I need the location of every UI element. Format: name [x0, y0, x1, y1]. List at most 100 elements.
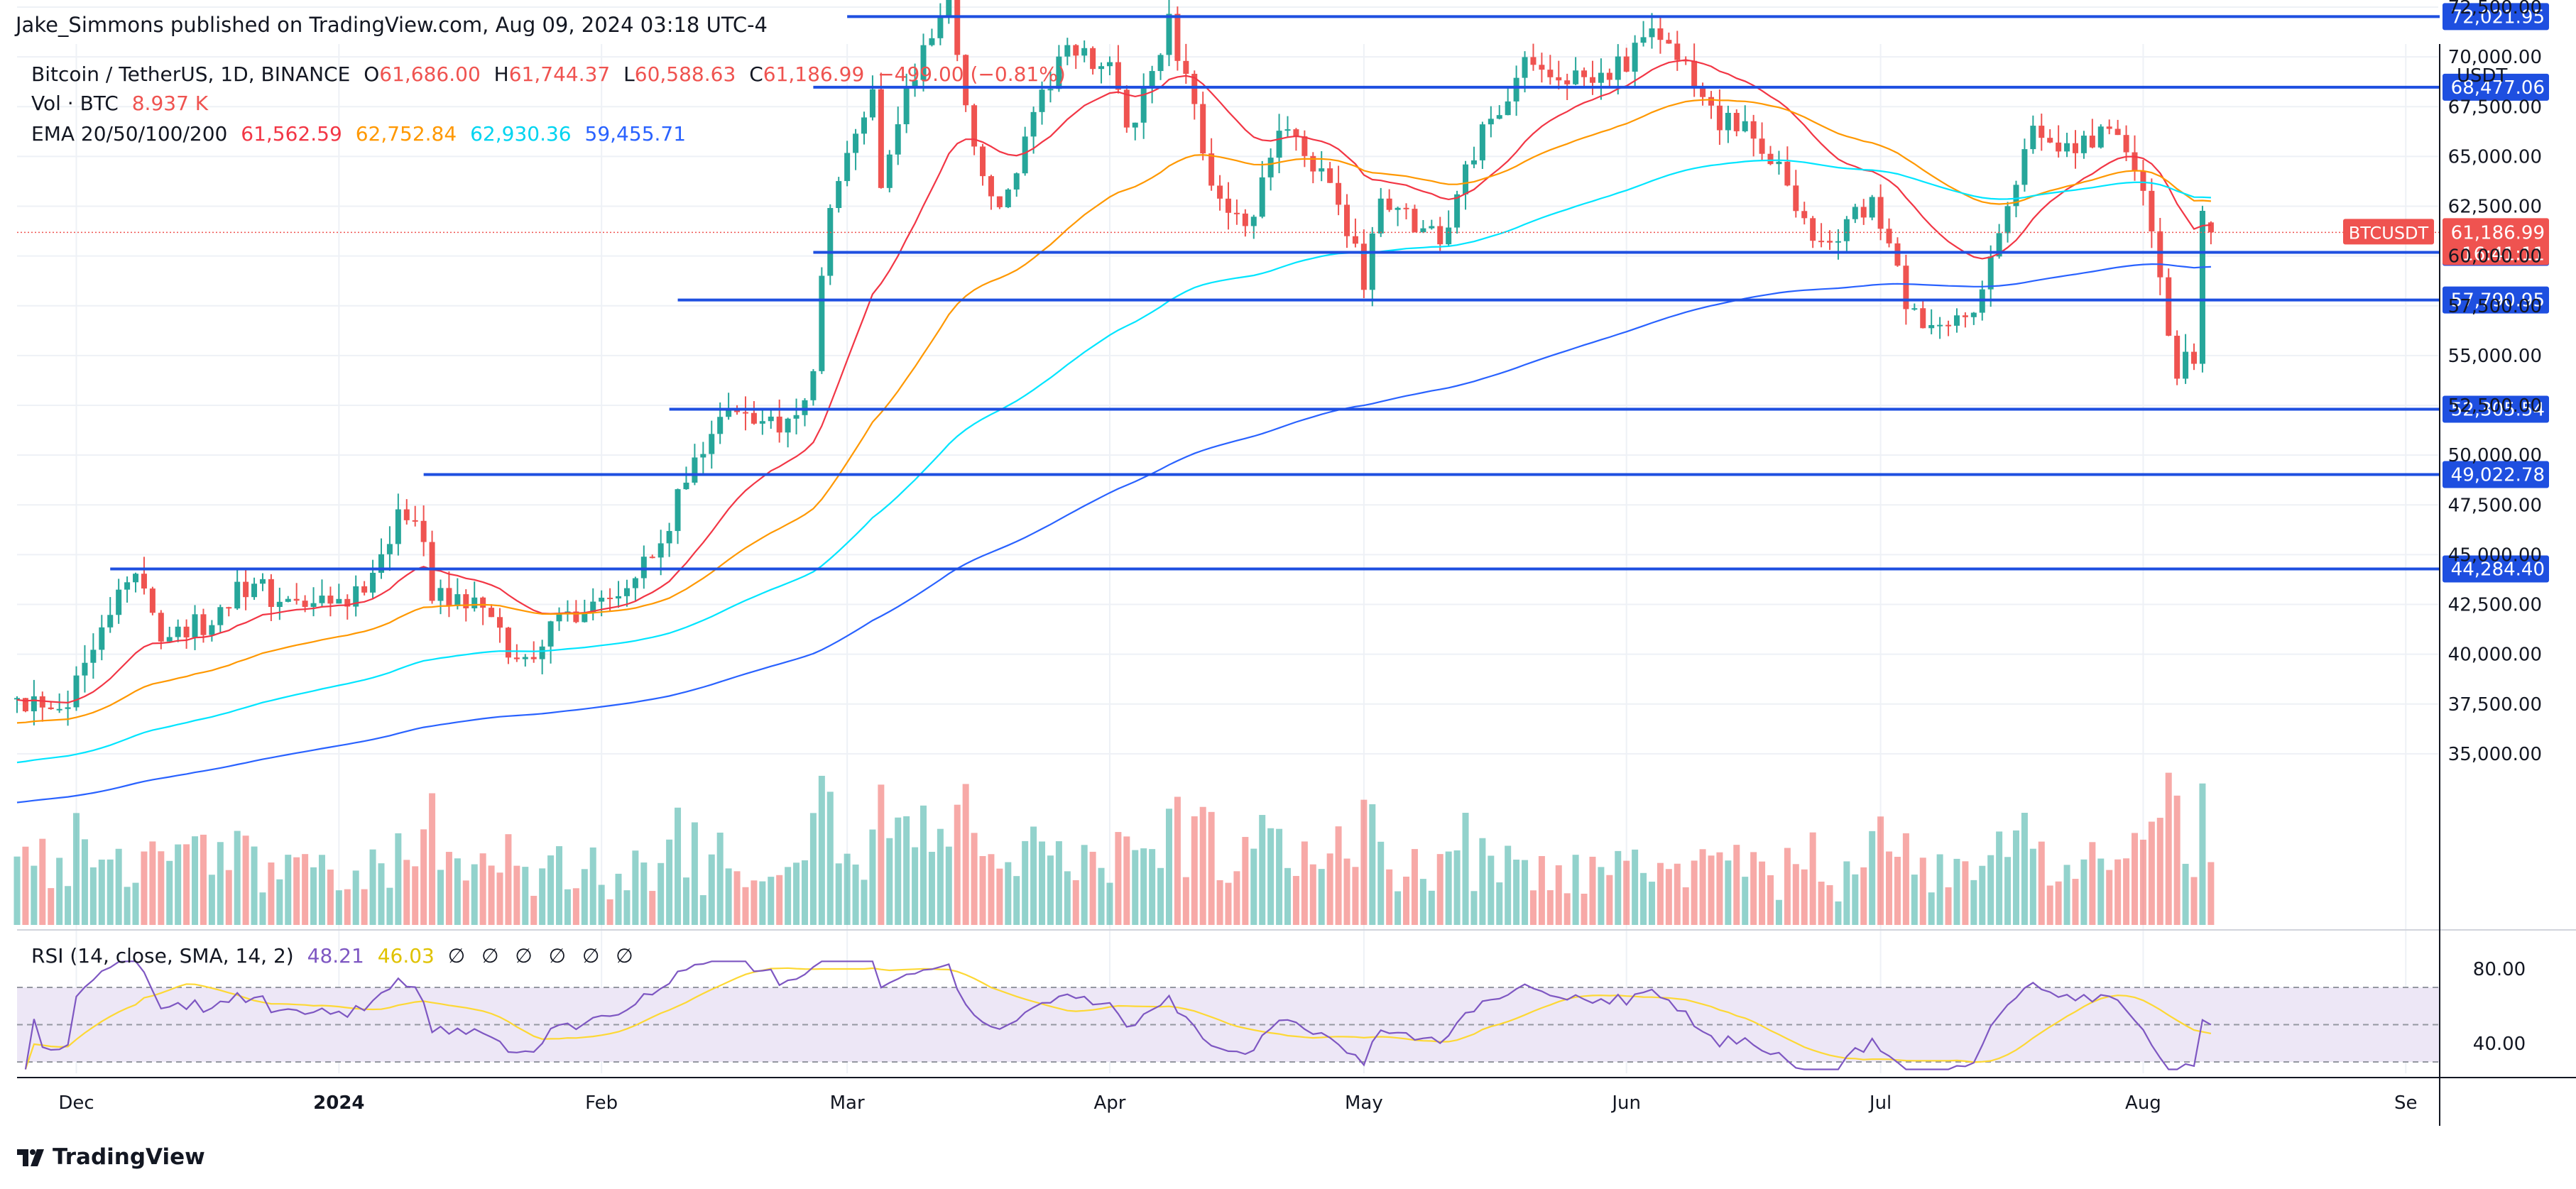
volume-bar [1623, 860, 1630, 925]
rsi-sma-value: 46.03 [377, 944, 435, 968]
volume-bar [1513, 860, 1520, 925]
candle-body [683, 482, 689, 490]
volume-bar [1911, 875, 1918, 925]
candle-body [386, 544, 393, 554]
volume-bar [1174, 796, 1181, 925]
rsi-pane [17, 929, 2576, 1070]
candle-body [1293, 129, 1299, 137]
candle-body [22, 698, 28, 712]
level-price-label: 72,021.95 [2451, 6, 2545, 28]
volume-bar [1411, 849, 1418, 925]
candle-body [116, 589, 122, 615]
volume-bar [903, 816, 910, 925]
volume-bar [124, 887, 131, 925]
price-tick-label: 45,000.00 [2448, 544, 2542, 566]
volume-bar [2156, 818, 2163, 925]
volume-legend[interactable]: Vol · BTC 8.937 K [31, 92, 208, 115]
volume-bar [1606, 875, 1613, 925]
candle-body [996, 196, 1003, 207]
candle-body [82, 662, 88, 676]
candle-body [1352, 236, 1358, 244]
rsi-empty-mark: ∅ [548, 944, 567, 968]
symbol-legend[interactable]: Bitcoin / TetherUS, 1D, BINANCE O61,686.… [31, 62, 1073, 86]
candle-body [1649, 28, 1655, 38]
volume-bar [1996, 831, 2003, 925]
candlesticks [14, 0, 2214, 726]
candle-body [1454, 194, 1461, 228]
ema-20-line [16, 59, 2212, 704]
ohlc-open: O61,686.00 [364, 62, 481, 86]
candle-body [988, 176, 994, 197]
candle-body [175, 626, 181, 637]
volume-bar [1708, 855, 1715, 925]
volume-bar [1072, 880, 1079, 925]
volume-bar [691, 822, 698, 925]
ema-legend[interactable]: EMA 20/50/100/200 61,562.59 62,752.84 62… [31, 122, 693, 146]
volume-bar [412, 866, 419, 925]
candle-body [1564, 80, 1571, 84]
volume-bar [606, 899, 613, 925]
rsi-empty-mark: ∅ [582, 944, 600, 968]
volume-bars [13, 772, 2215, 925]
time-axis-label: Mar [830, 1092, 865, 1114]
price-tick-label: 37,500.00 [2448, 694, 2542, 716]
tradingview-logo-icon [16, 1145, 47, 1169]
candle-body [726, 408, 732, 417]
price-tick-label: 65,000.00 [2448, 146, 2542, 168]
candle-body [1319, 168, 1325, 172]
volume-bar [141, 851, 148, 925]
candle-body [1395, 207, 1401, 210]
candle-body [1030, 111, 1037, 137]
volume-bar [1555, 865, 1562, 925]
volume-bar [1928, 892, 1935, 925]
volume-bar [2097, 858, 2105, 925]
publisher-line: Jake_Simmons published on TradingView.co… [16, 13, 768, 37]
candle-body [412, 520, 418, 522]
time-axis-label: Feb [585, 1092, 618, 1114]
candle-body [403, 509, 410, 520]
volume-bar [1030, 826, 1037, 925]
candle-body [623, 588, 630, 596]
ema-20-value: 61,562.59 [241, 122, 342, 146]
tradingview-brand[interactable]: TradingView [16, 1144, 205, 1170]
volume-bar [73, 813, 80, 925]
rsi-empty-mark: ∅ [515, 944, 533, 968]
candle-body [1522, 57, 1528, 78]
volume-bar [895, 817, 902, 925]
price-tick-label: 60,000.00 [2448, 246, 2542, 268]
volume-bar [2173, 795, 2181, 925]
candle-body [1479, 124, 1485, 160]
support-resistance-lines[interactable] [17, 15, 2440, 571]
candle-body [1505, 101, 1511, 116]
volume-bar [878, 784, 885, 925]
currency-label[interactable]: USDT [2457, 65, 2508, 87]
candle-body [1852, 207, 1858, 219]
time-axis[interactable]: Dec 2024 Feb Mar Apr May Jun Jul Aug Se [17, 1077, 2576, 1114]
volume-bar [1047, 855, 1054, 925]
volume-bar [522, 867, 529, 925]
price-tick-label: 57,500.00 [2448, 296, 2542, 317]
candle-body [99, 627, 105, 650]
symbol-name[interactable]: Bitcoin / TetherUS, 1D, BINANCE [31, 62, 351, 86]
volume-bar [403, 860, 410, 925]
volume-bar [505, 834, 512, 925]
volume-bar [2046, 885, 2053, 925]
volume-bar [1335, 826, 1342, 925]
price-scale[interactable]: 72,021.9568,477.0660,181.4957,790.9552,3… [2343, 0, 2549, 1126]
volume-bar [1369, 804, 1376, 925]
volume-bar [242, 835, 249, 925]
volume-bar [1860, 867, 1867, 925]
volume-bar [725, 868, 732, 925]
candle-body [717, 417, 724, 434]
candle-body [1115, 62, 1121, 90]
volume-bar [793, 862, 800, 925]
candle-body [2191, 351, 2198, 364]
candle-body [1276, 131, 1282, 158]
candle-body [759, 421, 765, 424]
candle-body [327, 596, 334, 604]
candle-body [133, 574, 139, 583]
candle-body [259, 579, 266, 584]
rsi-legend[interactable]: RSI (14, close, SMA, 14, 2) 48.21 46.03 … [31, 944, 633, 968]
candle-body [446, 588, 452, 606]
